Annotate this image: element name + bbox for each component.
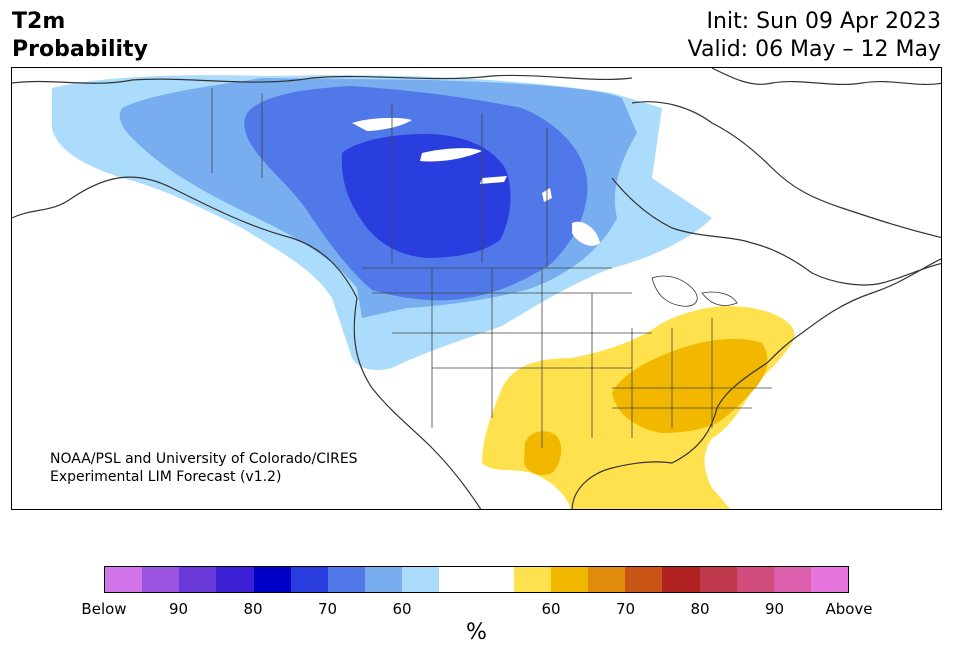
- colorbar-tick-label: Above: [825, 600, 873, 618]
- data-credit: NOAA/PSL and University of Colorado/CIRE…: [50, 450, 358, 486]
- colorbar-segment: [588, 567, 626, 592]
- colorbar-tick-label: 80: [690, 600, 710, 618]
- colorbar-segment: [216, 567, 254, 592]
- colorbar-segment: [773, 567, 811, 592]
- colorbar-segment: [662, 567, 700, 592]
- map-title: T2m Probability: [12, 8, 148, 64]
- valid-date: Valid: 06 May – 12 May: [687, 37, 941, 62]
- colorbar-tick-label: 70: [317, 600, 338, 618]
- title-line-1: T2m: [12, 9, 66, 34]
- above-70-region: [612, 338, 768, 433]
- colorbar-segment: [327, 567, 366, 592]
- above-70-region-mexico: [524, 431, 562, 475]
- state-province-lines: [211, 88, 772, 448]
- colorbar-segment: [142, 567, 180, 592]
- lake-4: [572, 221, 600, 246]
- colorbar-segment: [439, 567, 477, 592]
- colorbar-segment: [290, 567, 328, 592]
- colorbar-tick-label: 80: [243, 600, 263, 618]
- map-canvas: [12, 68, 941, 509]
- credit-line-1: NOAA/PSL and University of Colorado/CIRE…: [50, 451, 358, 467]
- lake-3: [480, 176, 507, 184]
- colorbar-tick-label: 70: [615, 600, 636, 618]
- credit-line-2: Experimental LIM Forecast (v1.2): [50, 469, 282, 485]
- colorbar-segment: [179, 567, 217, 592]
- colorbar-segment: [402, 567, 440, 592]
- init-date: Init: Sun 09 Apr 2023: [706, 9, 941, 34]
- colorbar-tick-label: 90: [764, 600, 785, 618]
- map-outlines: [12, 68, 941, 509]
- colorbar-segment: [736, 567, 774, 592]
- lake-1: [352, 117, 412, 131]
- colorbar-tick-label: 60: [392, 600, 412, 618]
- lake-2: [420, 148, 482, 162]
- forecast-dates: Init: Sun 09 Apr 2023 Valid: 06 May – 12…: [688, 8, 941, 64]
- colorbar-tick-label: Below: [81, 600, 127, 618]
- below-85-region: [341, 133, 511, 258]
- colorbar-segment: [476, 567, 514, 592]
- colorbar-segment: [810, 567, 849, 592]
- colorbar-segment: [550, 567, 589, 592]
- colorbar-segment: [625, 567, 663, 592]
- colorbar-segment: [253, 567, 291, 592]
- colorbar-segment: [513, 567, 551, 592]
- colorbar-segment: [699, 567, 737, 592]
- colorbar-tick-label: 60: [541, 600, 561, 618]
- title-line-2: Probability: [12, 37, 148, 62]
- probability-colorbar: [104, 566, 849, 593]
- probability-map: NOAA/PSL and University of Colorado/CIRE…: [11, 67, 942, 510]
- colorbar-unit: %: [466, 620, 487, 645]
- colorbar-tick-label: 90: [168, 600, 189, 618]
- colorbar-segment: [365, 567, 403, 592]
- lakes-outlines: [651, 275, 738, 307]
- colorbar-segment: [105, 567, 143, 592]
